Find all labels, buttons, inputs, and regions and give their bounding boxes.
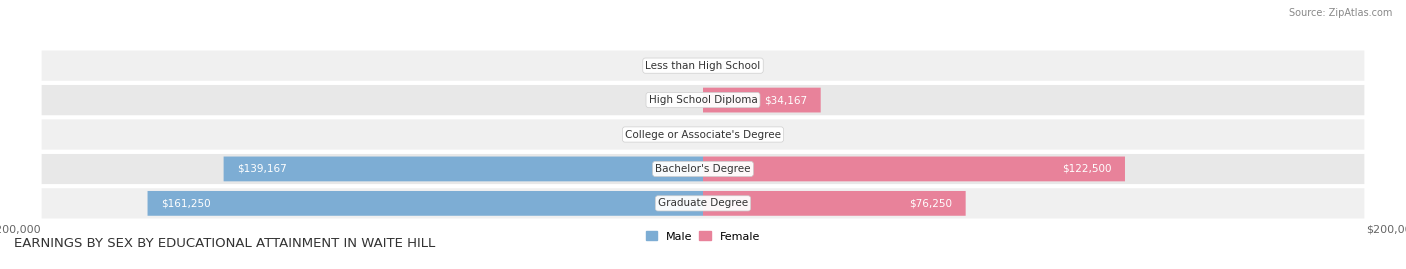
Text: Bachelor's Degree: Bachelor's Degree bbox=[655, 164, 751, 174]
Text: EARNINGS BY SEX BY EDUCATIONAL ATTAINMENT IN WAITE HILL: EARNINGS BY SEX BY EDUCATIONAL ATTAINMEN… bbox=[14, 237, 436, 250]
Text: Graduate Degree: Graduate Degree bbox=[658, 198, 748, 208]
FancyBboxPatch shape bbox=[703, 157, 1125, 181]
FancyBboxPatch shape bbox=[42, 51, 1364, 81]
FancyBboxPatch shape bbox=[224, 157, 703, 181]
Text: $0: $0 bbox=[678, 129, 690, 140]
FancyBboxPatch shape bbox=[42, 154, 1364, 184]
Text: Source: ZipAtlas.com: Source: ZipAtlas.com bbox=[1288, 8, 1392, 18]
Text: Less than High School: Less than High School bbox=[645, 61, 761, 71]
Text: College or Associate's Degree: College or Associate's Degree bbox=[626, 129, 780, 140]
FancyBboxPatch shape bbox=[42, 119, 1364, 150]
Text: $0: $0 bbox=[678, 95, 690, 105]
Text: $0: $0 bbox=[716, 61, 728, 71]
FancyBboxPatch shape bbox=[42, 188, 1364, 218]
Text: $161,250: $161,250 bbox=[162, 198, 211, 208]
Text: $122,500: $122,500 bbox=[1062, 164, 1111, 174]
FancyBboxPatch shape bbox=[703, 191, 966, 216]
Text: $34,167: $34,167 bbox=[763, 95, 807, 105]
Text: $0: $0 bbox=[678, 61, 690, 71]
FancyBboxPatch shape bbox=[42, 85, 1364, 115]
FancyBboxPatch shape bbox=[148, 191, 703, 216]
Text: $0: $0 bbox=[716, 129, 728, 140]
FancyBboxPatch shape bbox=[703, 88, 821, 112]
Text: High School Diploma: High School Diploma bbox=[648, 95, 758, 105]
Text: $139,167: $139,167 bbox=[238, 164, 287, 174]
Legend: Male, Female: Male, Female bbox=[641, 227, 765, 246]
Text: $76,250: $76,250 bbox=[908, 198, 952, 208]
